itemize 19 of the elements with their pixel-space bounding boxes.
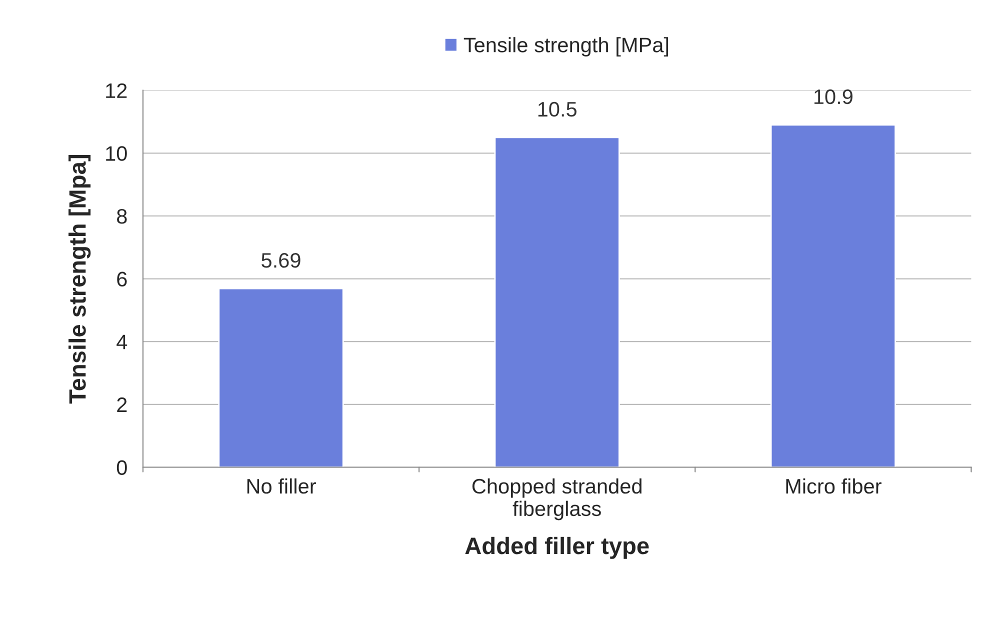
data-label: 10.9 bbox=[814, 89, 852, 104]
data-label: 5.69 bbox=[262, 252, 300, 268]
x-axis-title: Added filler type bbox=[465, 536, 649, 559]
x-tick-label: Micro fiber bbox=[786, 478, 882, 494]
y-tick-label: 12 bbox=[106, 83, 127, 98]
y-tick-label: 4 bbox=[116, 334, 128, 350]
data-label: 10.5 bbox=[538, 102, 576, 117]
y-tick-label: 8 bbox=[117, 208, 127, 224]
x-tick-label: No filler bbox=[247, 478, 316, 494]
y-axis-title: Tensile strength [Mpa] bbox=[68, 155, 91, 404]
y-tick-label: 10 bbox=[106, 146, 127, 161]
legend-label: Tensile strength [MPa] bbox=[464, 37, 668, 57]
x-tick-label: Chopped stranded fiberglass bbox=[472, 478, 642, 520]
y-tick-label: 2 bbox=[117, 397, 127, 412]
bar bbox=[770, 124, 896, 468]
y-tick-label: 0 bbox=[116, 460, 127, 476]
y-tick-label: 6 bbox=[117, 272, 127, 287]
bar bbox=[494, 136, 620, 468]
bar bbox=[218, 288, 344, 468]
